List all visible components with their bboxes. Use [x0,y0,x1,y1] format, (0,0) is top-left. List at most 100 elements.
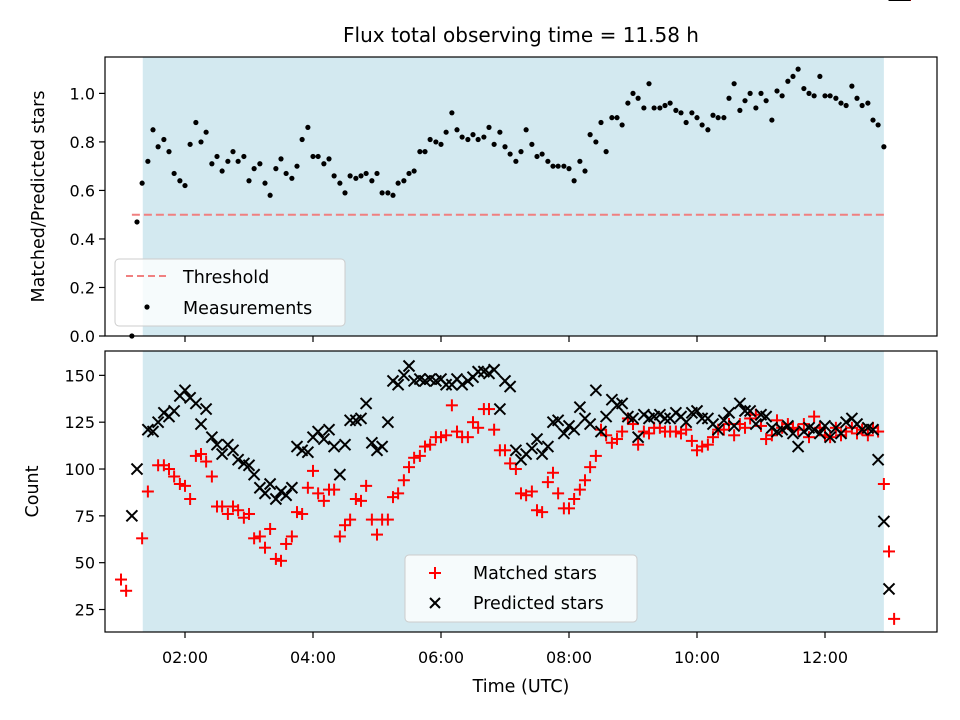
data-point [435,431,447,444]
data-point [747,90,753,96]
data-point [631,430,645,444]
data-point [598,119,604,126]
data-point [242,459,256,472]
data-point [731,81,737,87]
data-point [326,156,332,162]
marker-stroke [535,447,549,461]
data-point [310,153,316,160]
data-point [843,102,849,109]
data-point [454,127,460,133]
marker-stroke [759,410,773,423]
data-point [146,425,160,438]
marker-stroke [130,462,144,476]
x-tick-label: 10:00 [674,648,720,667]
marker-stroke [477,365,491,378]
data-point [711,423,725,436]
data-point [205,430,219,444]
data-point [536,506,549,519]
marker-stroke [791,440,805,453]
data-point [411,168,417,174]
data-point [683,119,689,126]
y-tick-label: 100 [64,460,95,479]
count-legend: Matched stars Predicted stars [404,554,638,623]
data-point [571,178,577,184]
data-point [595,423,607,436]
data-point [209,161,215,167]
data-point [641,105,647,111]
data-point [168,470,181,483]
data-point [587,132,593,138]
data-point [343,414,357,427]
y-tick-label: 25 [75,601,95,620]
data-point [145,158,151,164]
data-point [883,545,895,558]
marker-stroke [877,515,891,528]
marker-stroke [738,404,752,418]
data-point [721,115,727,121]
marker-stroke [269,492,283,506]
data-point [427,136,433,143]
data-point [115,573,127,586]
data-point [593,139,599,145]
data-point [822,93,828,99]
data-point [315,153,321,160]
marker-stroke [317,432,331,446]
x-tick-label: 08:00 [546,648,592,667]
data-point [251,166,257,172]
data-point [200,455,213,468]
marker-stroke [866,423,880,436]
y-tick-label: 1.0 [70,84,95,103]
data-point [871,453,885,466]
data-point [806,90,812,96]
data-point [337,180,343,186]
data-point [354,412,368,425]
data-point [422,149,428,155]
data-point [823,430,837,444]
marker-stroke [807,423,821,436]
data-point [518,149,524,155]
data-point [189,397,203,410]
data-point [258,487,272,500]
data-point [817,73,823,80]
data-point [177,178,183,184]
data-point [685,434,698,447]
data-point [690,404,704,418]
data-point [635,95,641,101]
data-point [241,153,247,160]
data-point [722,406,736,420]
data-point [365,513,378,526]
x-axis-label: Time (UTC) [472,677,570,697]
data-point [235,158,241,164]
x-tick-label: 06:00 [418,648,464,667]
data-point [403,461,415,474]
marker-stroke [279,489,293,502]
marker-stroke [551,414,565,427]
data-point [406,170,412,177]
data-point [279,489,293,502]
data-point [167,404,181,418]
data-point [349,492,362,505]
data-point [338,438,352,451]
data-point [163,463,175,476]
data-point [424,438,437,451]
y-axis-label: Count [23,465,43,517]
data-point [440,429,453,442]
data-point [557,427,571,440]
data-point [786,427,800,440]
marker-stroke [210,438,224,451]
data-point [151,415,165,429]
data-point [189,449,202,462]
data-point [451,425,463,438]
marker-stroke [413,372,427,386]
marker-stroke [151,415,165,429]
data-point [413,449,426,462]
data-point [264,522,277,535]
marker-stroke [178,384,192,397]
data-point [643,427,655,440]
y-tick-label: 75 [75,507,95,526]
data-point [854,95,860,101]
data-point [219,168,225,174]
data-point [455,378,469,391]
data-point [443,129,449,135]
data-point [525,485,538,498]
